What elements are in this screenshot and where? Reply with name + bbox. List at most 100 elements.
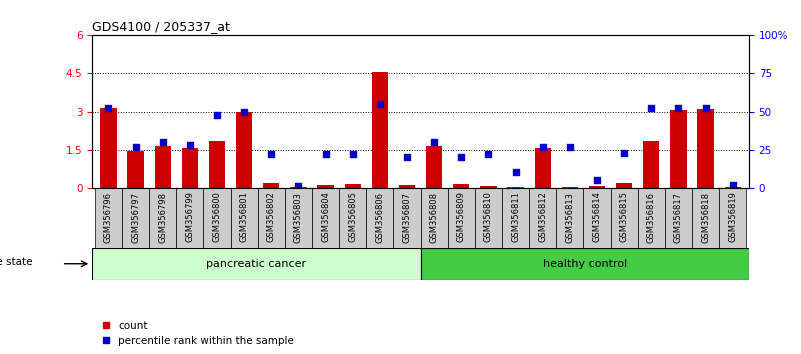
Bar xyxy=(339,188,366,266)
Text: GSM356798: GSM356798 xyxy=(158,192,167,242)
Bar xyxy=(393,188,421,266)
Bar xyxy=(149,188,176,266)
Text: pancreatic cancer: pancreatic cancer xyxy=(207,259,306,269)
Bar xyxy=(665,188,692,266)
Text: GSM356802: GSM356802 xyxy=(267,192,276,242)
Bar xyxy=(258,188,285,266)
Text: GSM356810: GSM356810 xyxy=(484,192,493,242)
Point xyxy=(129,144,142,149)
Bar xyxy=(448,188,475,266)
Bar xyxy=(399,185,415,188)
Point xyxy=(346,151,359,157)
Text: GSM356815: GSM356815 xyxy=(620,192,629,242)
Text: GSM356806: GSM356806 xyxy=(376,192,384,242)
Bar xyxy=(290,187,307,188)
Bar xyxy=(616,183,632,188)
Text: GSM356819: GSM356819 xyxy=(728,192,737,242)
Text: GSM356800: GSM356800 xyxy=(212,192,221,242)
Point xyxy=(400,154,413,160)
Bar xyxy=(481,186,497,188)
Bar xyxy=(344,184,360,188)
Point xyxy=(618,150,630,155)
Text: GSM356813: GSM356813 xyxy=(566,192,574,242)
Text: GSM356808: GSM356808 xyxy=(429,192,439,242)
Bar xyxy=(366,188,393,266)
Text: GSM356804: GSM356804 xyxy=(321,192,330,242)
Bar xyxy=(285,188,312,266)
Point xyxy=(482,151,495,157)
Bar xyxy=(176,188,203,266)
Bar xyxy=(529,188,556,266)
Legend: count, percentile rank within the sample: count, percentile rank within the sample xyxy=(98,317,298,350)
Point xyxy=(211,112,223,118)
Bar xyxy=(475,188,502,266)
Point xyxy=(238,109,251,114)
Text: GSM356809: GSM356809 xyxy=(457,192,465,242)
Text: GSM356814: GSM356814 xyxy=(593,192,602,242)
Bar xyxy=(312,188,339,266)
Text: GSM356801: GSM356801 xyxy=(239,192,248,242)
Bar xyxy=(421,188,448,266)
Point xyxy=(428,139,441,145)
Bar xyxy=(122,188,149,266)
Bar xyxy=(92,248,421,280)
Bar xyxy=(426,146,442,188)
Point xyxy=(292,183,305,189)
Bar xyxy=(670,110,686,188)
Bar xyxy=(372,72,388,188)
Bar xyxy=(502,188,529,266)
Text: disease state: disease state xyxy=(0,257,32,267)
Text: GSM356807: GSM356807 xyxy=(402,192,412,242)
Text: GSM356803: GSM356803 xyxy=(294,192,303,242)
Bar xyxy=(583,188,610,266)
Point xyxy=(509,170,522,175)
Bar xyxy=(182,148,198,188)
Text: GSM356817: GSM356817 xyxy=(674,192,683,242)
Point xyxy=(156,139,169,145)
Bar xyxy=(638,188,665,266)
Text: GSM356818: GSM356818 xyxy=(701,192,710,242)
Bar xyxy=(127,151,143,188)
Point xyxy=(373,101,386,107)
Point xyxy=(536,144,549,149)
Point xyxy=(319,151,332,157)
Text: GSM356812: GSM356812 xyxy=(538,192,547,242)
Bar xyxy=(203,188,231,266)
Point xyxy=(563,144,576,149)
Point xyxy=(727,182,739,187)
Bar xyxy=(155,146,171,188)
Bar xyxy=(95,188,122,266)
Text: GDS4100 / 205337_at: GDS4100 / 205337_at xyxy=(92,20,230,33)
Bar xyxy=(209,141,225,188)
Text: GSM356805: GSM356805 xyxy=(348,192,357,242)
Text: GSM356799: GSM356799 xyxy=(185,192,195,242)
Text: GSM356796: GSM356796 xyxy=(104,192,113,242)
Bar xyxy=(231,188,258,266)
Point xyxy=(183,142,196,148)
Point xyxy=(645,105,658,111)
Bar xyxy=(589,186,605,188)
Point xyxy=(699,105,712,111)
Bar xyxy=(725,187,741,188)
Point xyxy=(455,154,468,160)
Text: healthy control: healthy control xyxy=(542,259,627,269)
Bar xyxy=(719,188,747,266)
Bar xyxy=(317,184,334,188)
Text: GSM356811: GSM356811 xyxy=(511,192,520,242)
Point xyxy=(672,105,685,111)
Bar xyxy=(421,248,749,280)
Bar xyxy=(263,183,280,188)
Bar xyxy=(453,184,469,188)
Bar xyxy=(236,112,252,188)
Point xyxy=(102,105,115,111)
Bar xyxy=(692,188,719,266)
Point xyxy=(590,177,603,183)
Bar xyxy=(507,187,524,188)
Bar xyxy=(643,141,659,188)
Text: GSM356816: GSM356816 xyxy=(646,192,656,242)
Bar xyxy=(534,148,551,188)
Text: GSM356797: GSM356797 xyxy=(131,192,140,242)
Bar xyxy=(610,188,638,266)
Bar xyxy=(698,109,714,188)
Bar xyxy=(562,187,578,188)
